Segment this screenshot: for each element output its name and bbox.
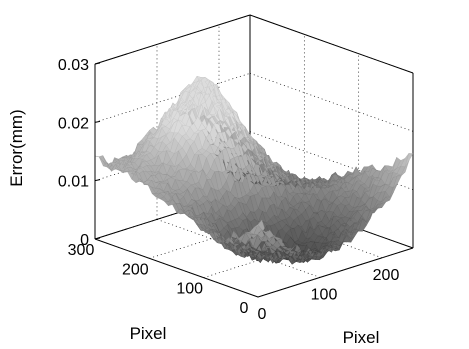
y-tick-label: 0 (240, 300, 249, 317)
x-axis-label: Pixel (343, 328, 380, 347)
z-tick-mark (94, 179, 101, 182)
z-tick-mark (94, 120, 101, 123)
z-tick-label: 0.01 (58, 174, 89, 191)
y-tick-label: 200 (122, 261, 149, 278)
axes-front-edges (94, 64, 414, 298)
y-axis-label: Pixel (130, 324, 167, 343)
right-top-edge (249, 14, 414, 74)
x-axis-line (257, 247, 414, 298)
y-tick-label: 100 (176, 281, 203, 298)
x-tick-label: 0 (258, 306, 267, 323)
z-tick-label: 0.02 (58, 115, 89, 132)
x-tick-label: 200 (373, 267, 400, 284)
tick-labels: 0 0.01 0.02 0.03 0 100 200 0 100 200 300 (58, 57, 400, 323)
z-tick-label: 0.03 (58, 57, 89, 74)
y-axis-line (94, 238, 259, 298)
surface-patch (404, 153, 414, 167)
grid-x-floor-1 (156, 219, 321, 278)
error-surface (94, 75, 414, 265)
z-axis-label: Error(mm) (7, 109, 26, 186)
y-tick-label: 300 (68, 242, 95, 259)
z-tick-mark (94, 237, 101, 240)
z-tick-label: 0 (80, 232, 89, 249)
grid-z-right-3 (249, 14, 414, 74)
grid-z-right-2 (249, 73, 414, 132)
back-top-edge (94, 14, 251, 65)
z-tick-mark (94, 62, 101, 65)
x-tick-label: 100 (311, 286, 338, 303)
